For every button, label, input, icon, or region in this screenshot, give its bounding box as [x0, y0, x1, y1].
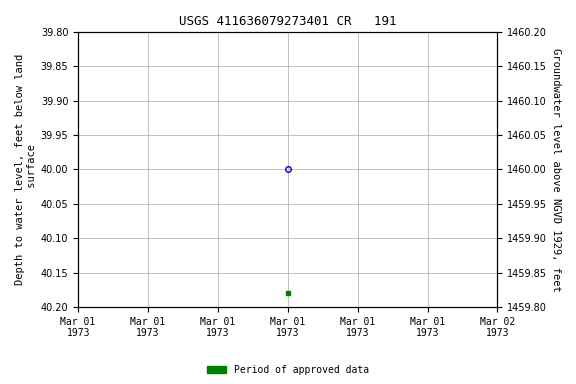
Legend: Period of approved data: Period of approved data [203, 361, 373, 379]
Title: USGS 411636079273401 CR   191: USGS 411636079273401 CR 191 [179, 15, 396, 28]
Y-axis label: Groundwater level above NGVD 1929, feet: Groundwater level above NGVD 1929, feet [551, 48, 561, 291]
Y-axis label: Depth to water level, feet below land
 surface: Depth to water level, feet below land su… [15, 54, 37, 285]
